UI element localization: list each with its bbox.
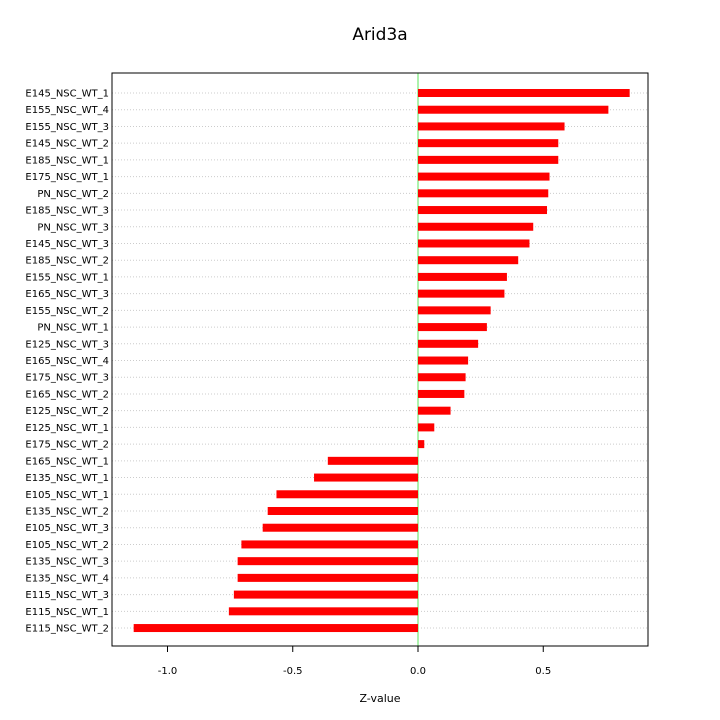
bar [228,607,418,616]
category-label: E145_NSC_WT_3 [25,239,109,250]
plot-area-frame [111,72,649,647]
category-label: E165_NSC_WT_1 [25,456,109,467]
category-label: PN_NSC_WT_3 [37,222,109,233]
category-label: E145_NSC_WT_1 [25,89,109,100]
bar [276,490,418,499]
bar [418,440,425,449]
category-label: E125_NSC_WT_1 [25,423,109,434]
bar [418,122,565,131]
bar [418,389,465,398]
category-label: E165_NSC_WT_3 [25,289,109,300]
category-label: E105_NSC_WT_3 [25,523,109,534]
category-label: E185_NSC_WT_3 [25,206,109,217]
bar [237,557,418,566]
bar [237,573,418,582]
category-label: E135_NSC_WT_1 [25,473,109,484]
category-label: E175_NSC_WT_3 [25,373,109,384]
category-label: E155_NSC_WT_4 [25,105,109,116]
bar [418,289,505,298]
bar [233,590,418,599]
category-labels: E145_NSC_WT_1 E155_NSC_WT_4 E155_NSC_WT_3 E… [25,89,109,635]
category-label: E105_NSC_WT_1 [25,490,109,501]
category-label: E175_NSC_WT_2 [25,440,109,451]
category-label: E185_NSC_WT_2 [25,256,109,267]
category-label: E125_NSC_WT_2 [25,406,109,417]
category-label: E155_NSC_WT_1 [25,272,109,283]
bar [418,139,559,148]
bar [418,239,530,248]
bar [418,189,549,198]
category-label: E145_NSC_WT_2 [25,139,109,150]
x-axis: -1.0 -0.5 0.0 0.5 [158,646,551,677]
bar [418,356,469,365]
bar [418,256,519,265]
category-label: E165_NSC_WT_4 [25,356,109,367]
x-tick-label: -1.0 [158,666,178,677]
bar [418,172,550,181]
x-axis-label: Z-value [359,692,400,705]
category-label: PN_NSC_WT_2 [37,189,109,200]
bar [418,206,548,215]
category-label: E115_NSC_WT_3 [25,590,109,601]
bar [418,272,507,281]
bar [418,155,559,164]
category-label: E155_NSC_WT_3 [25,122,109,133]
category-label: E115_NSC_WT_1 [25,607,109,618]
bar [418,423,435,432]
bar [418,406,451,415]
category-label: PN_NSC_WT_1 [37,323,109,334]
chart-title: Arid3a [352,25,407,45]
bars [133,89,630,633]
category-label: E135_NSC_WT_3 [25,557,109,568]
category-label: E135_NSC_WT_2 [25,507,109,518]
category-label: E165_NSC_WT_2 [25,389,109,400]
category-label: E105_NSC_WT_2 [25,540,109,551]
x-tick-label: 0.5 [535,666,551,677]
category-label: E155_NSC_WT_2 [25,306,109,317]
bar [418,222,534,231]
bar [133,624,418,633]
category-label: E125_NSC_WT_3 [25,339,109,350]
category-label: E115_NSC_WT_2 [25,624,109,635]
bar [418,339,479,348]
bar [241,540,418,549]
x-tick-label: 0.0 [410,666,426,677]
x-tick-label: -0.5 [283,666,303,677]
category-label: E185_NSC_WT_1 [25,155,109,166]
bar [418,105,609,114]
bar [418,323,487,332]
bar [418,89,630,97]
category-label: E175_NSC_WT_1 [25,172,109,183]
bar [314,473,418,482]
bar [418,373,466,382]
category-label: E135_NSC_WT_4 [25,573,109,584]
bar [267,507,418,515]
bar [418,306,491,315]
bar [262,523,418,532]
bar [327,456,418,465]
